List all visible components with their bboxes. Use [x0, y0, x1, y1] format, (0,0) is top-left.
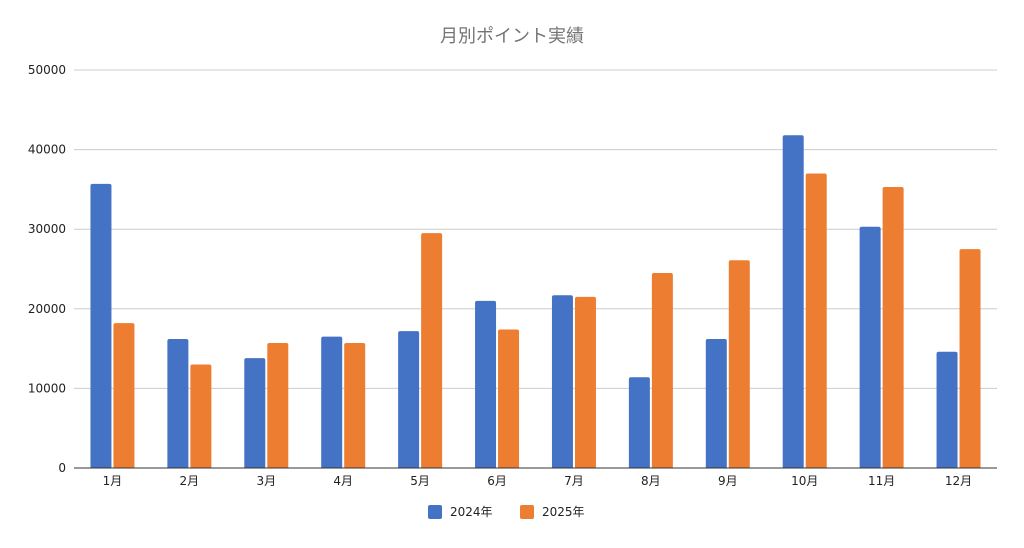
bar [267, 343, 289, 468]
bar [882, 187, 904, 468]
bar [728, 260, 750, 468]
y-tick-label: 10000 [28, 381, 66, 395]
x-tick-label: 10月 [791, 474, 818, 488]
legend-swatch [520, 505, 534, 519]
y-tick-label: 40000 [28, 143, 66, 157]
x-tick-label: 4月 [333, 474, 353, 488]
y-tick-label: 50000 [28, 63, 66, 77]
bar [859, 226, 881, 468]
bar [959, 249, 981, 468]
y-tick-label: 20000 [28, 302, 66, 316]
y-tick-label: 0 [58, 461, 66, 475]
bar [344, 343, 366, 468]
bar [475, 300, 497, 468]
bars [90, 135, 981, 469]
bar [705, 339, 727, 468]
x-tick-label: 8月 [641, 474, 661, 488]
gridlines [74, 69, 997, 389]
x-tick-label: 7月 [564, 474, 584, 488]
x-tick-label: 1月 [103, 474, 123, 488]
x-tick-label: 11月 [868, 474, 895, 488]
x-tick-label: 9月 [718, 474, 738, 488]
bar [498, 329, 520, 468]
bar [321, 336, 343, 468]
x-tick-label: 12月 [945, 474, 972, 488]
bar [167, 339, 189, 468]
bar [113, 323, 135, 468]
bar [651, 272, 673, 468]
legend-swatch [428, 505, 442, 519]
legend-label: 2024年 [450, 505, 493, 519]
bar [551, 295, 573, 468]
bar [90, 183, 112, 468]
legend-label: 2025年 [542, 505, 585, 519]
x-tick-label: 5月 [410, 474, 430, 488]
bar [936, 351, 958, 468]
x-tick-label: 6月 [487, 474, 507, 488]
bar [398, 331, 420, 468]
legend: 2024年 2025年 [428, 505, 585, 519]
bar [574, 296, 596, 468]
bar [805, 173, 827, 469]
y-tick-label: 30000 [28, 222, 66, 236]
bar [628, 377, 650, 468]
x-tick-label: 2月 [180, 474, 200, 488]
chart-title: 月別ポイント実績 [440, 26, 584, 47]
x-axis-ticks: 1月 2月 3月 4月 5月 6月 7月 8月 9月 10月 11月 12月 [103, 474, 973, 488]
y-axis-ticks: 0 10000 20000 30000 40000 50000 [28, 63, 66, 475]
x-tick-label: 3月 [256, 474, 276, 488]
bar [782, 135, 804, 468]
bar [421, 233, 443, 468]
bar [244, 358, 266, 468]
bar [190, 364, 212, 468]
